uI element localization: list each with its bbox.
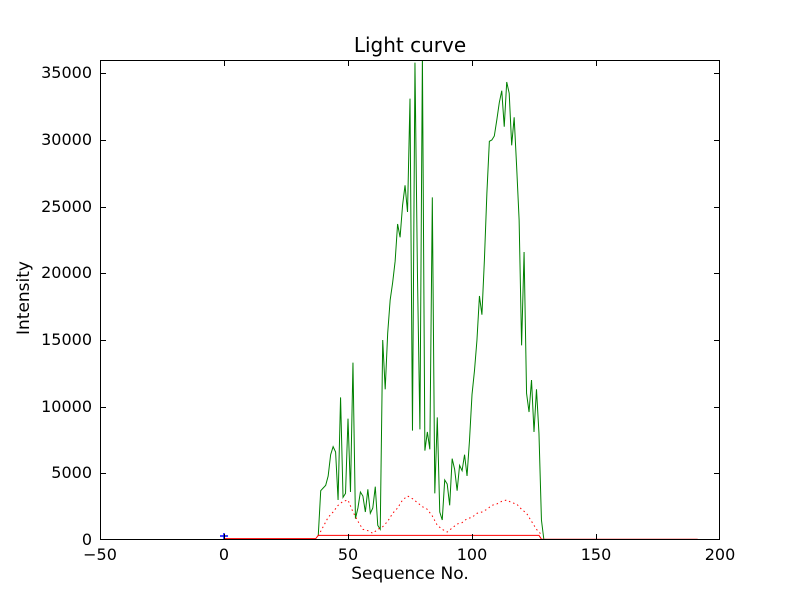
y-tick-label: 0 xyxy=(81,530,92,549)
y-tick-label: 25000 xyxy=(41,196,92,216)
x-tick-label: −50 xyxy=(83,545,117,564)
baseline-red-solid-line xyxy=(224,534,698,540)
x-tick-label: 200 xyxy=(704,545,736,564)
x-tick-label: 0 xyxy=(218,545,230,564)
y-tick-label: 15000 xyxy=(41,330,92,349)
x-tick-label: 150 xyxy=(580,545,612,564)
plot-area xyxy=(100,60,720,540)
y-tick-label: 5000 xyxy=(51,463,92,483)
axes-frame xyxy=(100,60,720,540)
y-tick-label: 10000 xyxy=(41,396,92,416)
x-axis-label: Sequence No. xyxy=(351,564,469,584)
intensity-secondary-red-dotted-line xyxy=(317,495,542,537)
chart-title: Light curve xyxy=(353,33,467,57)
y-tick-label: 35000 xyxy=(41,63,92,83)
x-tick-label: 50 xyxy=(337,545,359,564)
y-tick-label: 20000 xyxy=(41,263,92,283)
y-tick-label: 30000 xyxy=(41,130,92,149)
intensity-main-green-line xyxy=(317,60,545,540)
x-tick-label: 100 xyxy=(456,545,488,564)
